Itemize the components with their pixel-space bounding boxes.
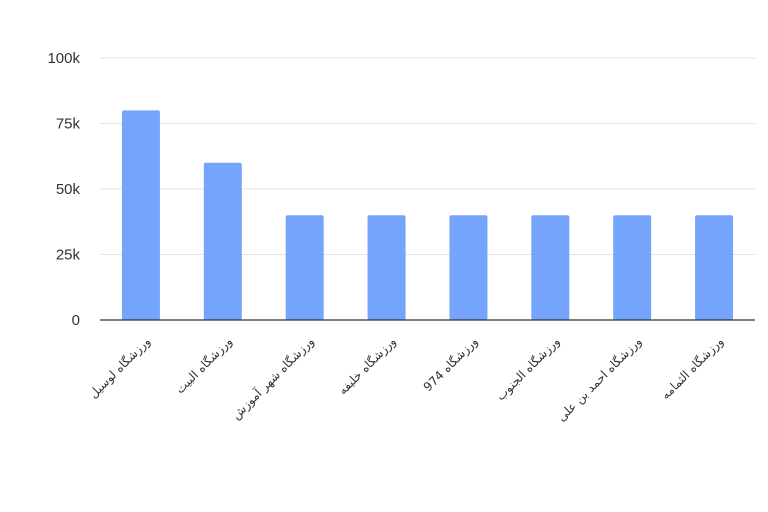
x-tick-label: ورزشگاه خلیفه [336, 334, 400, 398]
y-tick-label: 100k [47, 50, 80, 67]
x-tick-label: ورزشگاه لوسیل [86, 334, 153, 401]
gridlines [100, 57, 755, 255]
x-tick-label: ورزشگاه شهر آموزش [228, 334, 317, 423]
bar [203, 162, 242, 320]
y-tick-label: 75k [56, 116, 81, 133]
bar [613, 215, 652, 320]
bar [449, 215, 488, 320]
y-tick-label: 25k [56, 247, 81, 264]
bars [121, 110, 734, 321]
y-tick-label: 50k [56, 181, 81, 198]
bar [285, 215, 324, 320]
bar [531, 215, 570, 320]
y-tick-label: 0 [72, 312, 80, 329]
x-tick-label: ورزشگاه 974 [421, 334, 482, 395]
x-tick-label: ورزشگاه الجنوب [493, 334, 563, 404]
bar [121, 110, 160, 321]
y-axis-ticks: 0 25k 50k 75k 100k [47, 50, 80, 329]
x-tick-label: ورزشگاه احمد بن علی [554, 334, 645, 425]
bar [695, 215, 734, 320]
x-tick-label: ورزشگاه البیت [173, 334, 236, 397]
bar [367, 215, 406, 320]
x-tick-label: ورزشگاه الثمامه [658, 334, 727, 403]
